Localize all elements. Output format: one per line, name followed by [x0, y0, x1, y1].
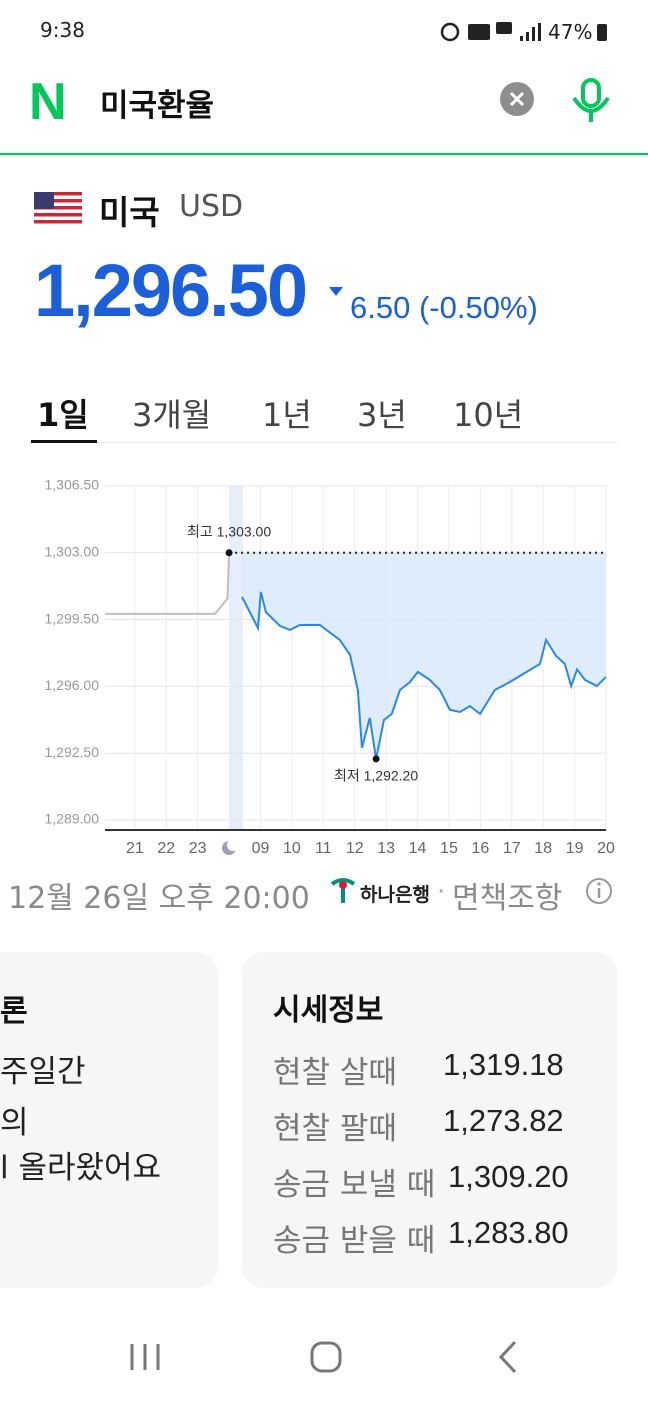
- closed-market-band: [229, 486, 243, 830]
- back-button[interactable]: [498, 1340, 517, 1374]
- nav-bar: [130, 1340, 517, 1374]
- tab[interactable]: 10년: [453, 396, 524, 434]
- y-tick-label: 1,299.50: [45, 610, 100, 626]
- y-tick-label: 1,289.00: [45, 811, 100, 827]
- x-tick-label: 21: [126, 840, 144, 857]
- home-button[interactable]: [310, 1341, 342, 1373]
- tab[interactable]: 3개월: [132, 396, 212, 434]
- x-tick-label: 20: [597, 840, 615, 857]
- card-title: 론: [0, 994, 28, 1029]
- x-tick-label: 09: [252, 840, 270, 857]
- x-tick-label: 13: [377, 840, 395, 857]
- us-flag: [34, 192, 82, 225]
- info-icon[interactable]: [584, 876, 614, 906]
- y-tick-label: 1,296.00: [45, 677, 100, 693]
- down-arrow: [329, 287, 343, 296]
- card-text: 의: [0, 1105, 29, 1141]
- currency-name: 미국: [99, 193, 160, 232]
- rate-info-card[interactable]: 시세정보 현찰 살때 1,319.18 현찰 팔때 1,273.82 송금 보낼…: [242, 952, 617, 1288]
- rate-value: 1,309.20: [448, 1159, 569, 1194]
- tab-underline: [31, 440, 97, 443]
- x-tick-label: 16: [471, 840, 489, 857]
- battery-icon: [597, 24, 607, 41]
- chart: 1,289.00 1,292.50 1,296.00 1,299.50 1,303.00…: [45, 477, 616, 858]
- rate-value: 1,319.18: [443, 1047, 564, 1082]
- change-value: 6.50: [350, 290, 411, 325]
- currency-code: USD: [179, 189, 244, 224]
- tab[interactable]: 3년: [357, 396, 407, 434]
- rate-value: 1,273.82: [443, 1103, 564, 1138]
- rate-label: 현찰 팔때: [273, 1111, 397, 1147]
- moon-icon: [222, 839, 239, 855]
- x-tick-label: 12: [346, 840, 364, 857]
- x-tick-label: 19: [566, 840, 584, 857]
- recent-apps-button[interactable]: [130, 1344, 160, 1370]
- search-query[interactable]: 미국환율: [100, 88, 215, 124]
- area-fill: [241, 552, 606, 759]
- x-tick-label: 23: [189, 840, 207, 857]
- x-tick-label: 10: [283, 840, 301, 857]
- y-tick-label: 1,306.50: [45, 477, 100, 493]
- x-tick-label: 15: [440, 840, 458, 857]
- y-tick-label: 1,292.50: [45, 744, 100, 760]
- status-time: 9:38: [40, 18, 85, 42]
- card-text: l 올라왔어요: [0, 1150, 162, 1186]
- disclaimer[interactable]: 면책조항: [452, 881, 563, 916]
- bank-name: 하나은행: [360, 884, 430, 906]
- high-marker: [225, 549, 233, 557]
- current-price: 1,296.50: [34, 249, 308, 332]
- series-line: [241, 591, 607, 760]
- y-tick-label: 1,303.00: [45, 544, 100, 560]
- high-label: 최고 1,303.00: [187, 524, 271, 540]
- bank-logo: [330, 878, 356, 903]
- low-marker: [372, 755, 380, 763]
- summary-card[interactable]: 론 주일간 의 l 올라왔어요: [0, 952, 218, 1288]
- x-tick-label: 18: [534, 840, 552, 857]
- x-tick-label: 11: [315, 840, 332, 857]
- separator-dot: ·: [437, 877, 446, 907]
- clear-button[interactable]: [498, 80, 538, 120]
- rate-label: 현찰 살때: [273, 1055, 397, 1091]
- tab-divider: [30, 442, 618, 443]
- card-text: 주일간: [0, 1054, 86, 1090]
- source-date: 12월 26일 오후 20:00: [8, 881, 310, 916]
- naver-logo[interactable]: N: [29, 73, 67, 131]
- status-icons: [440, 22, 541, 42]
- header-divider: [0, 153, 648, 155]
- status-battery: 47%: [548, 20, 593, 44]
- x-tick-label: 17: [503, 840, 521, 857]
- rate-value: 1,283.80: [448, 1215, 569, 1250]
- x-tick-label: 22: [157, 840, 175, 857]
- card-title: 시세정보: [273, 993, 384, 1028]
- tab[interactable]: 1년: [262, 396, 312, 434]
- rate-label: 송금 받을 때: [273, 1223, 436, 1259]
- tab[interactable]: 1일: [37, 396, 89, 434]
- mic-button[interactable]: [568, 76, 614, 126]
- series-line: [105, 552, 231, 615]
- low-label: 최저 1,292.20: [334, 768, 418, 784]
- change-percent: (-0.50%): [418, 290, 538, 325]
- rate-label: 송금 보낼 때: [273, 1167, 436, 1203]
- x-tick-label: 14: [409, 840, 427, 857]
- price-change: 6.50 (-0.50%): [350, 290, 538, 326]
